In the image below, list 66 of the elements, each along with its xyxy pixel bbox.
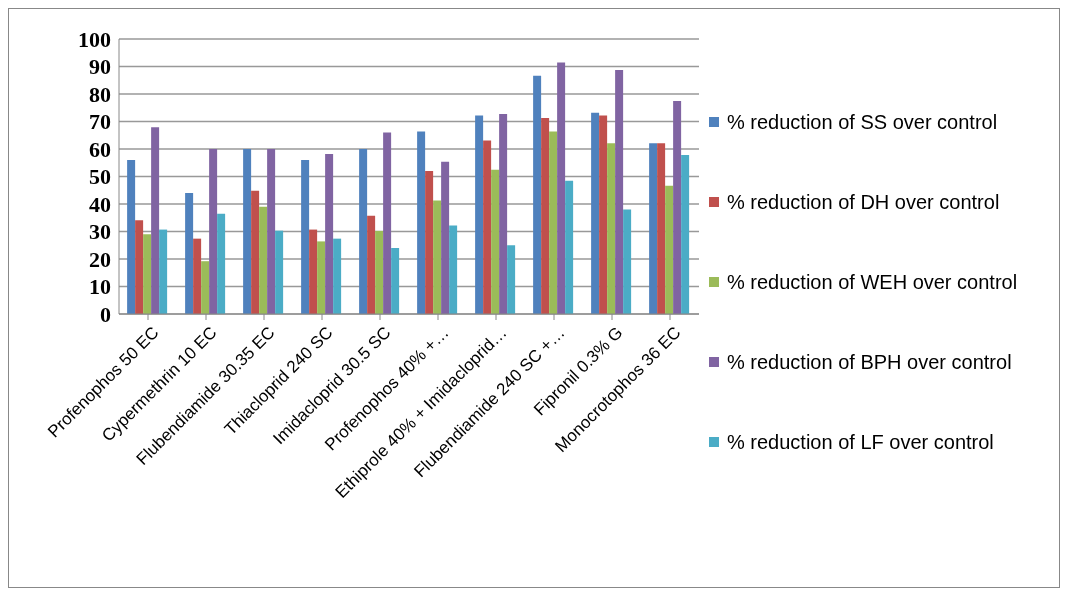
- bar: [159, 229, 168, 314]
- bar: [143, 234, 152, 314]
- bar: [217, 213, 226, 314]
- bar: [317, 241, 326, 314]
- bar: [127, 160, 136, 314]
- bar: [491, 169, 500, 314]
- legend-label: % reduction of LF over control: [727, 430, 994, 455]
- bar: [541, 117, 550, 314]
- bar: [507, 245, 516, 314]
- bar: [301, 160, 310, 314]
- bar: [665, 185, 674, 314]
- bar: [375, 230, 384, 314]
- bar: [267, 149, 276, 314]
- y-tick-label: 80: [89, 81, 111, 107]
- bar: [599, 115, 608, 314]
- bar: [333, 238, 342, 314]
- y-tick-label: 40: [89, 191, 111, 217]
- y-tick-label: 20: [89, 246, 111, 272]
- y-tick-label: 60: [89, 136, 111, 162]
- y-tick-label: 10: [89, 274, 111, 300]
- bar: [201, 261, 210, 314]
- bar: [383, 132, 392, 314]
- bar: [309, 229, 318, 314]
- bar: [441, 161, 450, 314]
- bar: [433, 200, 442, 314]
- bar: [359, 149, 368, 314]
- legend-label: % reduction of BPH over control: [727, 350, 1012, 375]
- bar: [417, 131, 426, 314]
- y-tick-label: 100: [78, 26, 111, 52]
- legend-label: % reduction of DH over control: [727, 190, 1000, 215]
- bar: [657, 143, 666, 314]
- legend-label: % reduction of SS over control: [727, 110, 998, 135]
- bar: [251, 190, 260, 314]
- bar: [591, 112, 600, 314]
- bar: [649, 143, 658, 314]
- bar: [607, 143, 616, 314]
- bar: [325, 153, 334, 314]
- bar: [425, 171, 434, 314]
- bar: [623, 209, 632, 314]
- bar: [615, 70, 624, 314]
- bar: [673, 100, 682, 314]
- bar: [449, 225, 458, 314]
- bar: [475, 115, 484, 314]
- bar: [549, 131, 558, 314]
- bar: [193, 238, 202, 314]
- bar: [243, 149, 252, 314]
- bar: [681, 155, 690, 314]
- bar: [499, 114, 508, 314]
- bar: [565, 180, 574, 314]
- bar: [185, 193, 194, 314]
- bar: [135, 220, 144, 314]
- bar: [557, 62, 566, 314]
- bar: [533, 75, 542, 314]
- bar: [367, 215, 376, 314]
- bar: [151, 127, 160, 314]
- bar: [391, 248, 400, 314]
- y-tick-label: 30: [89, 219, 111, 245]
- y-tick-label: 50: [89, 164, 111, 190]
- bar: [483, 140, 492, 314]
- bar: [259, 206, 268, 314]
- bar: [275, 230, 284, 314]
- y-tick-label: 90: [89, 54, 111, 80]
- legend-label: % reduction of WEH over control: [727, 270, 1018, 295]
- bar: [209, 149, 218, 314]
- y-tick-label: 0: [100, 301, 111, 327]
- y-tick-label: 70: [89, 109, 111, 135]
